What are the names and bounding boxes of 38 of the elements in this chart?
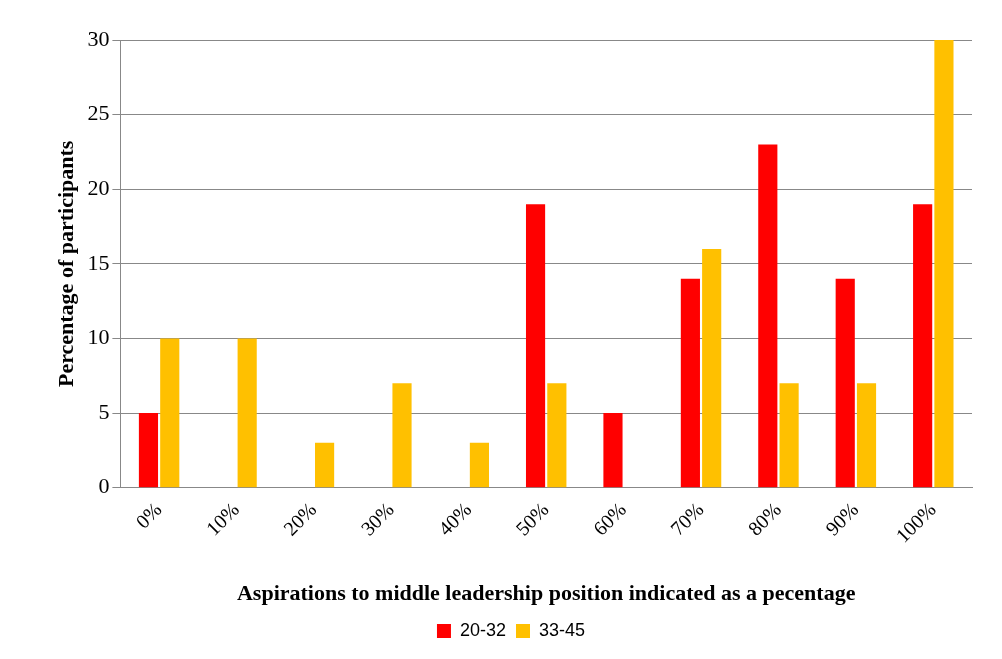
bar (547, 383, 567, 488)
bar (702, 248, 722, 488)
y-tick-label: 5 (98, 398, 110, 424)
bar (758, 144, 778, 488)
x-tick-label: 40% (433, 498, 476, 540)
bar (138, 413, 159, 488)
bar (315, 442, 335, 488)
y-tick-label: 10 (87, 324, 110, 350)
y-tick-label: 25 (87, 100, 110, 126)
x-tick-label: 50% (511, 498, 553, 540)
bar (934, 40, 954, 488)
x-tick-label: 80% (743, 498, 785, 540)
y-tick-label: 0 (98, 473, 110, 499)
x-axis-title: Aspirations to middle leadership position indicated as a pecentage (236, 580, 856, 606)
bar (856, 383, 877, 488)
y-tick-label: 20 (87, 174, 110, 200)
bar (525, 204, 546, 488)
bar (835, 278, 855, 488)
y-axis-title: Percentage of participants (52, 140, 78, 388)
y-tick-label: 30 (87, 25, 110, 51)
bar (913, 204, 933, 488)
legend-label: 33-45 (539, 619, 586, 640)
x-tick-label: 90% (820, 498, 863, 540)
x-tick-label: 20% (279, 498, 321, 540)
y-tick-label: 15 (87, 249, 110, 275)
bar (237, 338, 257, 488)
bar (160, 338, 180, 488)
x-tick-label: 70% (666, 498, 708, 540)
bar (603, 413, 623, 488)
legend-label: 20-32 (459, 619, 507, 640)
x-tick-label: 0% (131, 498, 166, 533)
bar (680, 278, 700, 488)
x-tick-label: 10% (201, 498, 244, 540)
x-tick-label: 60% (588, 498, 631, 540)
x-tick-label: 30% (356, 498, 398, 540)
bar (469, 442, 490, 488)
bar (779, 383, 799, 488)
bar (392, 383, 412, 488)
